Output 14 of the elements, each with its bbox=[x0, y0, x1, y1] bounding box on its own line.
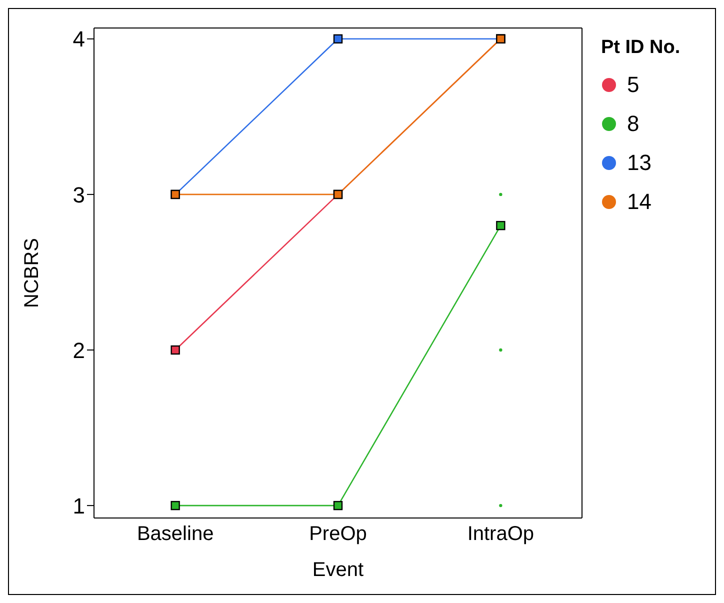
y-tick-label: 2 bbox=[72, 338, 85, 363]
legend-label: 13 bbox=[627, 150, 652, 176]
x-tick-label: PreOp bbox=[309, 523, 367, 546]
x-axis-title: Event bbox=[312, 559, 364, 581]
y-tick-label: 1 bbox=[72, 493, 85, 518]
x-tick-label: Baseline bbox=[136, 523, 214, 546]
y-tick-label: 4 bbox=[72, 26, 85, 52]
y-axis-title: NCBRS bbox=[21, 238, 44, 308]
legend-label: 8 bbox=[627, 110, 640, 136]
legend-title: Pt ID No. bbox=[601, 37, 680, 59]
y-tick-label: 3 bbox=[72, 182, 85, 208]
legend-label: 14 bbox=[627, 188, 652, 214]
x-tick-label: IntraOp bbox=[467, 523, 534, 546]
legend-label: 5 bbox=[627, 72, 640, 98]
